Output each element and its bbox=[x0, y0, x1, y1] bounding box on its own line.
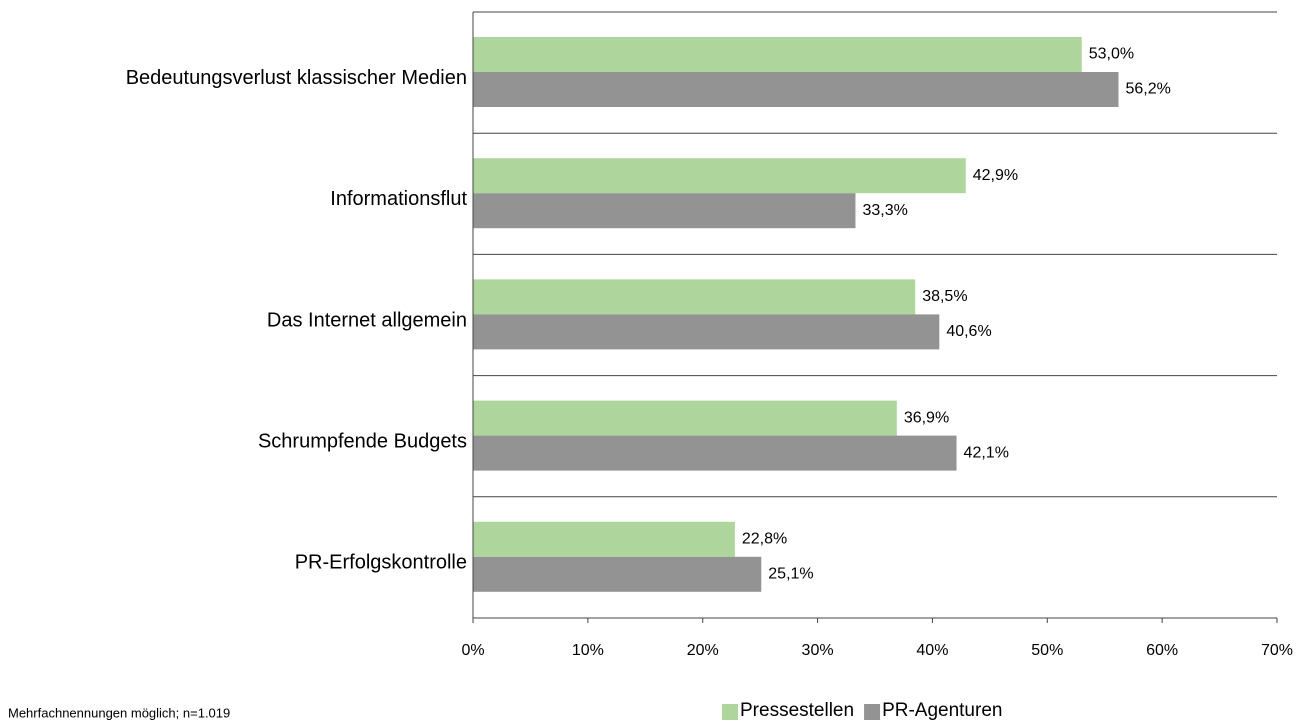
bar bbox=[473, 314, 940, 350]
x-tick-label: 70% bbox=[1261, 642, 1293, 659]
value-label: 33,3% bbox=[862, 202, 907, 219]
category-label: Informationsflut bbox=[330, 188, 467, 210]
value-label: 56,2% bbox=[1125, 81, 1170, 98]
value-label: 40,6% bbox=[946, 323, 991, 340]
value-label: 38,5% bbox=[922, 288, 967, 305]
value-label: 22,8% bbox=[742, 531, 787, 548]
category-label: Das Internet allgemein bbox=[267, 309, 467, 331]
x-tick-label: 60% bbox=[1146, 642, 1178, 659]
category-label: PR-Erfolgskontrolle bbox=[295, 552, 467, 574]
note: Mehrfachnennungen möglich; n=1.019 bbox=[8, 705, 230, 720]
bar bbox=[473, 193, 856, 229]
bar bbox=[473, 279, 916, 315]
legend-swatch bbox=[722, 704, 738, 720]
value-label: 42,1% bbox=[964, 444, 1009, 461]
bar bbox=[473, 37, 1082, 72]
value-label: 36,9% bbox=[904, 409, 949, 426]
x-tick-label: 50% bbox=[1031, 642, 1063, 659]
bar bbox=[473, 556, 762, 592]
x-tick-label: 30% bbox=[802, 642, 834, 659]
x-tick-label: 0% bbox=[461, 642, 484, 659]
legend-label: PR-Agenturen bbox=[882, 700, 1002, 721]
bar bbox=[473, 72, 1119, 107]
x-tick-label: 20% bbox=[687, 642, 719, 659]
value-label: 42,9% bbox=[973, 167, 1018, 184]
legend-swatch bbox=[864, 704, 881, 720]
x-tick-label: 40% bbox=[916, 642, 948, 659]
category-label: Schrumpfende Budgets bbox=[258, 430, 467, 452]
bar bbox=[473, 400, 897, 436]
bar bbox=[473, 158, 966, 194]
legend-label: Pressestellen bbox=[740, 700, 854, 721]
value-label: 25,1% bbox=[768, 566, 813, 583]
category-label: Bedeutungsverlust klassischer Medien bbox=[126, 67, 467, 89]
x-tick-label: 10% bbox=[572, 642, 604, 659]
bar bbox=[473, 521, 735, 557]
bar bbox=[473, 435, 957, 471]
value-label: 53,0% bbox=[1089, 46, 1134, 63]
